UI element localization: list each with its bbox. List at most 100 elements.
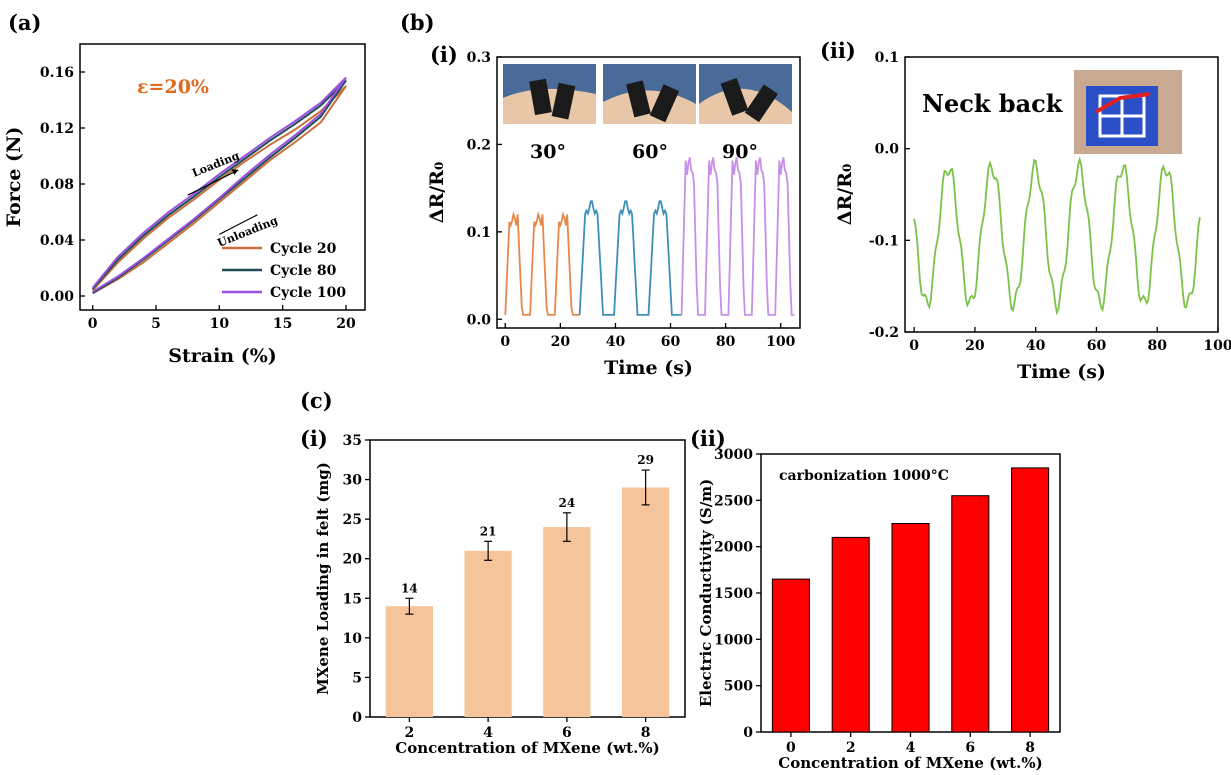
chart-a-xtick-label: 5 <box>151 316 161 332</box>
series-angle-1 <box>504 210 580 316</box>
chart-b-i-xtick-label: 20 <box>551 334 571 350</box>
chart-c-ii-ytick-label: 1000 <box>714 632 753 648</box>
chart-b-ii: 0 20 40 60 80 100 -0.2 -0.1 0.0 0.1 Time (s) ΔR/R₀ N… <box>834 50 1231 383</box>
chart-c-i-xtick-label: 8 <box>641 725 651 741</box>
chart-c-i-xtick-label: 6 <box>562 725 572 741</box>
chart-c-ii-xtick-label: 6 <box>965 740 975 756</box>
chart-a-ytick-label: 0.04 <box>40 233 74 249</box>
photo-inset-60 <box>603 64 696 124</box>
panel-label-c-ii: (ii) <box>690 426 726 451</box>
chart-c-ii-ytick-label: 500 <box>724 679 753 695</box>
chart-a-ytick-label: 0.08 <box>40 177 74 193</box>
chart-b-i-ytick-label: 0.3 <box>467 50 491 66</box>
chart-c-i-ytick-label: 15 <box>343 591 362 607</box>
series-angle-3 <box>680 157 795 316</box>
chart-b-ii-xtick-label: 100 <box>1203 338 1231 354</box>
bar-0 <box>771 578 810 733</box>
chart-a-ytick-label: 0.00 <box>40 289 74 305</box>
chart-c-ii: 0 500 1000 1500 2000 2500 3000 0 2 4 6 8Concentrati… <box>697 447 1061 772</box>
chart-a-xtick-label: 15 <box>273 316 292 332</box>
chart-b-i-xtick-label: 60 <box>661 334 681 350</box>
chart-c-i-ytick-label: 5 <box>352 670 362 686</box>
chart-b-ii-xtick-label: 40 <box>1026 338 1046 354</box>
chart-b-i-ytick-label: 0.1 <box>467 225 491 241</box>
chart-a-xtick-label: 0 <box>88 316 98 332</box>
chart-c-i-ytick-label: 30 <box>343 473 363 489</box>
chart-c-ii-xtick-label: 8 <box>1025 740 1035 756</box>
bar-4 <box>464 550 512 717</box>
bar-6 <box>543 527 591 717</box>
chart-c-i-ytick-label: 25 <box>343 512 362 528</box>
chart-c-i-ytick-label: 0 <box>352 710 362 726</box>
chart-b-i-xtick-label: 40 <box>606 334 626 350</box>
chart-c-ii-ytick-label: 2500 <box>714 493 753 509</box>
bar-8 <box>622 487 670 717</box>
loading-arrowhead <box>231 169 239 175</box>
data-label: 21 <box>480 524 497 538</box>
chart-b-ii-ytick-label: -0.2 <box>869 325 899 341</box>
data-label: 24 <box>559 496 576 510</box>
chart-c-i-xlabel: Concentration of MXene (wt.%) <box>395 739 659 757</box>
photo-inset-neck <box>1074 70 1182 154</box>
chart-a: 0 5 10 15 20 0.00 0.04 0.08 0.12 0.16 Strain (%) Fo… <box>3 43 366 367</box>
chart-b-ii-xtick-label: 80 <box>1147 338 1167 354</box>
chart-b-i-ytick-label: 0.0 <box>467 312 492 328</box>
panel-label-c-i: (i) <box>300 426 328 451</box>
series-cycle-20-loading <box>91 85 347 292</box>
photo-inset-30 <box>503 64 596 124</box>
bar-4 <box>891 523 930 733</box>
chart-b-i-ytick-label: 0.2 <box>467 137 491 153</box>
chart-c-i-ytick-label: 20 <box>343 552 363 568</box>
chart-b-ii-frame <box>904 56 1219 333</box>
chart-b-ii-ylabel: ΔR/R₀ <box>834 164 856 226</box>
chart-c-i-ylabel: MXene Loading in felt (mg) <box>314 462 332 695</box>
neck-back-label: Neck back <box>922 89 1064 118</box>
chart-b-ii-ytick-label: 0.1 <box>875 50 899 66</box>
legend-label: Cycle 80 <box>270 263 337 279</box>
series-angle-2 <box>578 200 682 316</box>
chart-c-ii-xlabel: Concentration of MXene (wt.%) <box>778 754 1042 772</box>
chart-b-ii-ytick-label: -0.1 <box>869 233 899 249</box>
photo-inset-90 <box>699 64 792 124</box>
chart-b-ii-xtick-label: 60 <box>1087 338 1107 354</box>
series-cycle-100-unloading <box>92 77 347 293</box>
chart-a-xlabel: Strain (%) <box>168 345 277 367</box>
legend-label: Cycle 100 <box>270 285 346 301</box>
chart-a-xtick-label: 20 <box>336 316 356 332</box>
carbonization-label: carbonization 1000°C <box>779 468 949 484</box>
chart-c-ii-ytick-label: 0 <box>743 725 753 741</box>
legend-label: Cycle 20 <box>270 241 337 257</box>
panel-label-b: (b) <box>400 10 435 35</box>
data-label: 14 <box>401 581 418 595</box>
bar-2 <box>385 606 433 717</box>
panel-label-b-i: (i) <box>430 42 458 67</box>
chart-b-i-frame <box>496 56 801 329</box>
chart-c-i-xtick-label: 4 <box>483 725 493 741</box>
bar-8 <box>1011 467 1050 733</box>
chart-a-xtick-label: 10 <box>210 316 230 332</box>
series-cycle-100-loading <box>91 76 347 289</box>
series-neck-back <box>913 156 1201 316</box>
panel-label-b-ii: (ii) <box>820 38 856 63</box>
chart-b-ii-xlabel: Time (s) <box>1017 361 1106 383</box>
chart-c-ii-xtick-label: 2 <box>846 740 856 756</box>
chart-b-ii-xtick-label: 20 <box>965 338 985 354</box>
chart-c-ii-xtick-label: 0 <box>786 740 796 756</box>
chart-b-i-ylabel: ΔR/R₀ <box>426 162 448 224</box>
chart-c-ii-ylabel: Electric Conductivity (S/m) <box>697 479 715 707</box>
angle-label: 90° <box>722 141 758 163</box>
chart-c-ii-ytick-label: 3000 <box>714 447 753 463</box>
chart-c-ii-xtick-label: 4 <box>906 740 916 756</box>
chart-c-i-frame <box>369 439 686 718</box>
chart-c-ii-ytick-label: 1500 <box>714 586 753 602</box>
chart-b-i-xtick-label: 0 <box>500 334 510 350</box>
chart-b-i-xtick-label: 100 <box>766 334 795 350</box>
panel-label-c: (c) <box>300 388 333 413</box>
chart-b-ii-ytick-label: 0.0 <box>875 142 900 158</box>
series-cycle-80-unloading <box>92 79 347 295</box>
bar-6 <box>951 495 990 733</box>
chart-a-ytick-label: 0.16 <box>40 65 74 81</box>
angle-label: 30° <box>530 141 566 163</box>
data-label: 29 <box>637 453 654 467</box>
